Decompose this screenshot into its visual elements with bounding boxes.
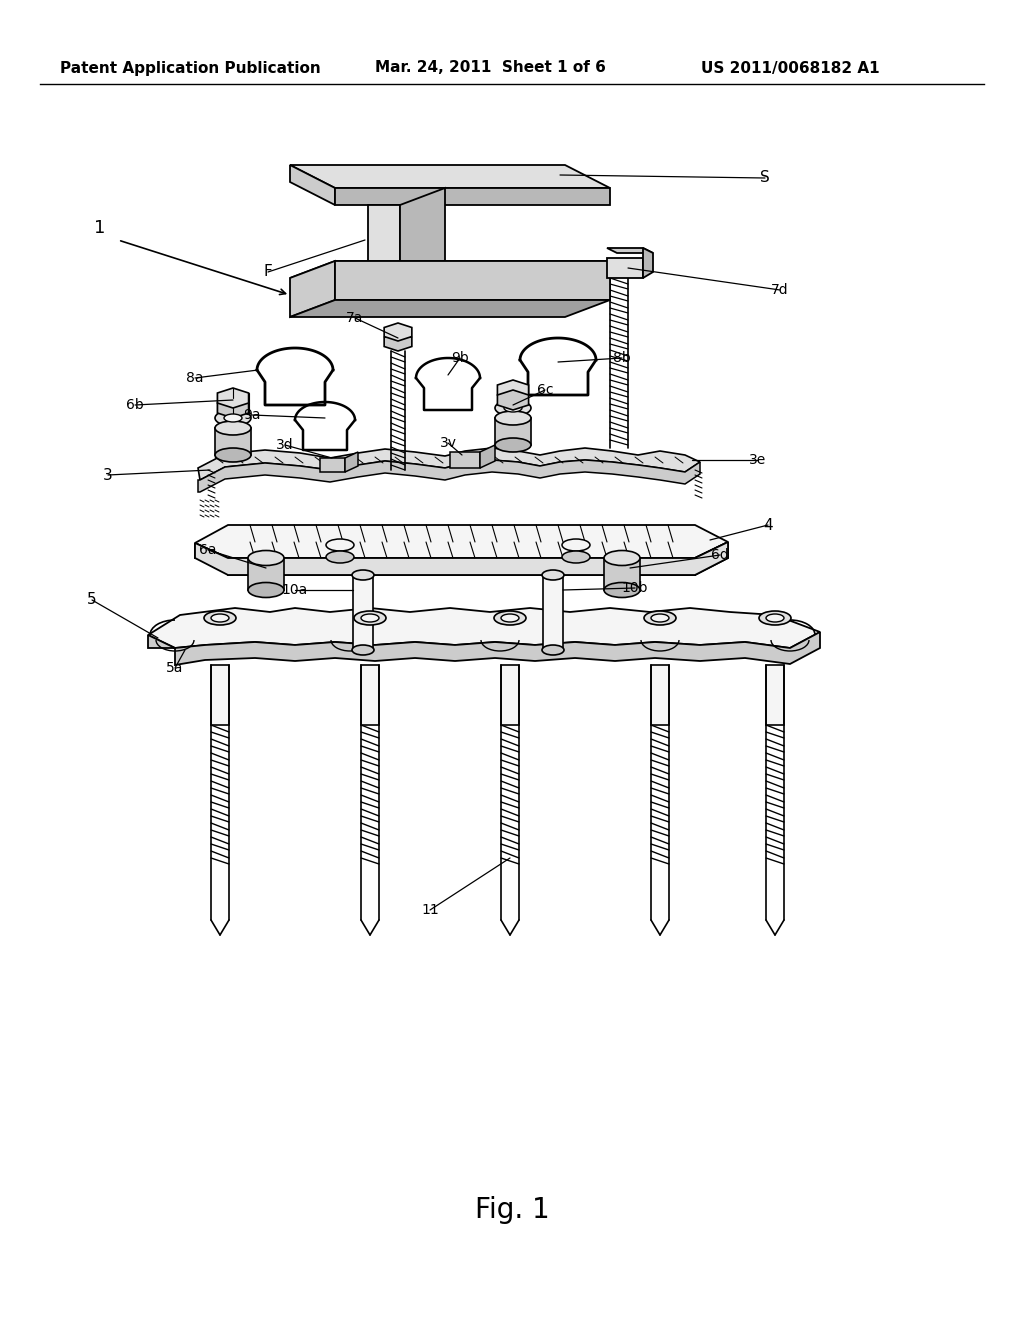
Polygon shape — [766, 665, 784, 725]
Polygon shape — [215, 428, 251, 455]
Polygon shape — [501, 665, 519, 725]
Ellipse shape — [644, 611, 676, 624]
Polygon shape — [495, 418, 531, 445]
Ellipse shape — [352, 570, 374, 579]
Text: 8b: 8b — [613, 351, 631, 366]
Polygon shape — [450, 451, 480, 469]
Ellipse shape — [215, 421, 251, 436]
Polygon shape — [248, 558, 284, 590]
Ellipse shape — [204, 611, 236, 624]
Polygon shape — [335, 261, 610, 300]
Polygon shape — [198, 447, 700, 480]
Polygon shape — [604, 558, 640, 590]
Ellipse shape — [495, 411, 531, 425]
Polygon shape — [217, 388, 249, 408]
Text: 9b: 9b — [452, 351, 469, 366]
Ellipse shape — [354, 611, 386, 624]
Text: 7a: 7a — [346, 312, 364, 325]
Ellipse shape — [501, 614, 519, 622]
Text: Fig. 1: Fig. 1 — [475, 1196, 549, 1224]
Polygon shape — [290, 261, 610, 279]
Polygon shape — [198, 459, 700, 492]
Polygon shape — [384, 323, 412, 341]
Text: 5: 5 — [87, 593, 97, 607]
Text: 6a: 6a — [200, 543, 217, 557]
Ellipse shape — [651, 614, 669, 622]
Polygon shape — [498, 380, 528, 400]
Text: 5a: 5a — [166, 661, 183, 675]
Ellipse shape — [759, 611, 791, 624]
Text: 4: 4 — [763, 517, 773, 532]
Polygon shape — [498, 389, 528, 411]
Ellipse shape — [495, 400, 531, 416]
Polygon shape — [400, 187, 445, 279]
Polygon shape — [195, 525, 728, 558]
Ellipse shape — [542, 570, 564, 579]
Ellipse shape — [604, 550, 640, 565]
Polygon shape — [335, 187, 610, 205]
Ellipse shape — [248, 550, 284, 565]
Text: 3e: 3e — [750, 453, 767, 467]
Ellipse shape — [215, 411, 251, 426]
Ellipse shape — [766, 614, 784, 622]
Ellipse shape — [215, 447, 251, 462]
Ellipse shape — [562, 550, 590, 564]
Polygon shape — [148, 609, 820, 648]
Ellipse shape — [495, 438, 531, 451]
Text: F: F — [263, 264, 272, 280]
Ellipse shape — [224, 414, 242, 422]
Text: US 2011/0068182 A1: US 2011/0068182 A1 — [700, 61, 880, 75]
Polygon shape — [290, 300, 610, 317]
Text: 10b: 10b — [622, 581, 648, 595]
Text: 6d: 6d — [711, 548, 729, 562]
Polygon shape — [480, 445, 495, 469]
Text: 3d: 3d — [276, 438, 294, 451]
Text: S: S — [760, 170, 770, 186]
Ellipse shape — [211, 614, 229, 622]
Polygon shape — [195, 543, 728, 576]
Polygon shape — [345, 451, 358, 473]
Polygon shape — [353, 576, 373, 649]
Ellipse shape — [326, 539, 354, 550]
Text: 3v: 3v — [439, 436, 457, 450]
Ellipse shape — [494, 611, 526, 624]
Text: 6b: 6b — [126, 399, 144, 412]
Polygon shape — [643, 248, 653, 279]
Polygon shape — [361, 665, 379, 725]
Polygon shape — [195, 543, 728, 576]
Ellipse shape — [326, 550, 354, 564]
Polygon shape — [290, 165, 335, 205]
Text: Mar. 24, 2011  Sheet 1 of 6: Mar. 24, 2011 Sheet 1 of 6 — [375, 61, 605, 75]
Text: 7d: 7d — [771, 282, 788, 297]
Text: Patent Application Publication: Patent Application Publication — [59, 61, 321, 75]
Polygon shape — [290, 165, 610, 187]
Polygon shape — [607, 248, 653, 253]
Polygon shape — [290, 261, 335, 317]
Ellipse shape — [352, 645, 374, 655]
Text: 6c: 6c — [537, 383, 553, 397]
Ellipse shape — [504, 404, 522, 412]
Ellipse shape — [562, 539, 590, 550]
Text: 9a: 9a — [244, 408, 261, 422]
Polygon shape — [368, 205, 400, 279]
Polygon shape — [384, 333, 412, 351]
Polygon shape — [651, 665, 669, 725]
Polygon shape — [211, 665, 229, 725]
Text: 8a: 8a — [186, 371, 204, 385]
Polygon shape — [217, 399, 249, 418]
Ellipse shape — [361, 614, 379, 622]
Text: 10a: 10a — [282, 583, 308, 597]
Ellipse shape — [604, 582, 640, 598]
Polygon shape — [148, 632, 820, 665]
Polygon shape — [319, 458, 345, 473]
Text: 3: 3 — [103, 467, 113, 483]
Polygon shape — [607, 257, 643, 279]
Polygon shape — [543, 576, 563, 649]
Ellipse shape — [248, 582, 284, 598]
Ellipse shape — [542, 645, 564, 655]
Text: 11: 11 — [421, 903, 439, 917]
Text: 1: 1 — [94, 219, 105, 238]
